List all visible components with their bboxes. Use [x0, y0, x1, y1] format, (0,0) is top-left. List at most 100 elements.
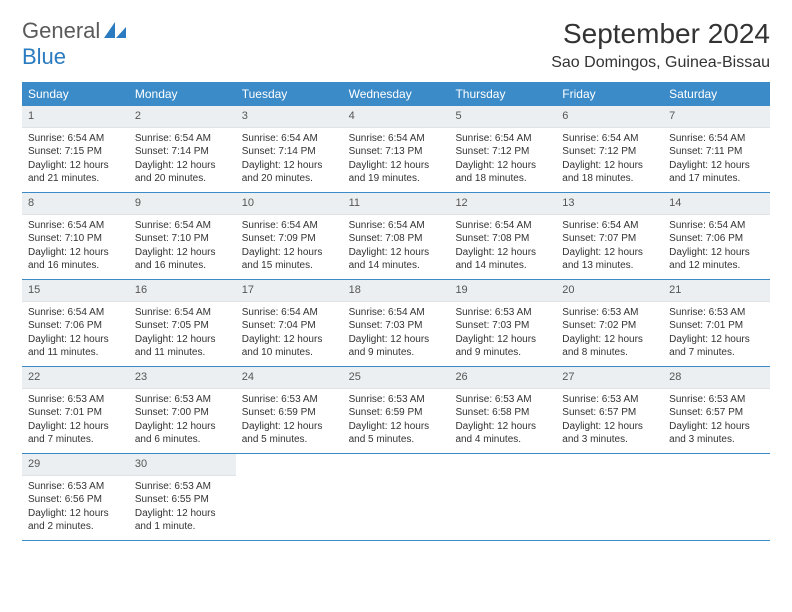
day-body: Sunrise: 6:53 AMSunset: 6:59 PMDaylight:… [236, 389, 343, 453]
sunset-line: Sunset: 7:06 PM [669, 232, 764, 246]
header: General Blue September 2024 Sao Domingos… [22, 18, 770, 72]
day-cell: 14Sunrise: 6:54 AMSunset: 7:06 PMDayligh… [663, 193, 770, 279]
dow-cell: Thursday [449, 82, 556, 106]
day-number: 5 [449, 106, 556, 128]
sunrise-line: Sunrise: 6:54 AM [669, 219, 764, 233]
daylight-line: Daylight: 12 hours and 15 minutes. [242, 246, 337, 273]
dow-row: SundayMondayTuesdayWednesdayThursdayFrid… [22, 82, 770, 106]
sunrise-line: Sunrise: 6:54 AM [242, 219, 337, 233]
day-cell [556, 454, 663, 540]
day-cell: 18Sunrise: 6:54 AMSunset: 7:03 PMDayligh… [343, 280, 450, 366]
day-body: Sunrise: 6:54 AMSunset: 7:06 PMDaylight:… [22, 302, 129, 366]
daylight-line: Daylight: 12 hours and 13 minutes. [562, 246, 657, 273]
daylight-line: Daylight: 12 hours and 14 minutes. [349, 246, 444, 273]
day-number: 30 [129, 454, 236, 476]
day-body: Sunrise: 6:53 AMSunset: 6:59 PMDaylight:… [343, 389, 450, 453]
dow-cell: Monday [129, 82, 236, 106]
day-cell: 1Sunrise: 6:54 AMSunset: 7:15 PMDaylight… [22, 106, 129, 192]
day-cell: 4Sunrise: 6:54 AMSunset: 7:13 PMDaylight… [343, 106, 450, 192]
day-cell: 6Sunrise: 6:54 AMSunset: 7:12 PMDaylight… [556, 106, 663, 192]
sunset-line: Sunset: 7:01 PM [28, 406, 123, 420]
day-number: 16 [129, 280, 236, 302]
daylight-line: Daylight: 12 hours and 9 minutes. [349, 333, 444, 360]
day-cell: 19Sunrise: 6:53 AMSunset: 7:03 PMDayligh… [449, 280, 556, 366]
sunrise-line: Sunrise: 6:54 AM [135, 219, 230, 233]
sunrise-line: Sunrise: 6:54 AM [135, 132, 230, 146]
day-number: 21 [663, 280, 770, 302]
sunrise-line: Sunrise: 6:54 AM [562, 219, 657, 233]
sunset-line: Sunset: 6:56 PM [28, 493, 123, 507]
day-body: Sunrise: 6:54 AMSunset: 7:07 PMDaylight:… [556, 215, 663, 279]
dow-cell: Friday [556, 82, 663, 106]
daylight-line: Daylight: 12 hours and 21 minutes. [28, 159, 123, 186]
day-number: 25 [343, 367, 450, 389]
day-cell [236, 454, 343, 540]
daylight-line: Daylight: 12 hours and 14 minutes. [455, 246, 550, 273]
day-cell: 20Sunrise: 6:53 AMSunset: 7:02 PMDayligh… [556, 280, 663, 366]
sunrise-line: Sunrise: 6:54 AM [28, 219, 123, 233]
day-cell: 12Sunrise: 6:54 AMSunset: 7:08 PMDayligh… [449, 193, 556, 279]
daylight-line: Daylight: 12 hours and 1 minute. [135, 507, 230, 534]
daylight-line: Daylight: 12 hours and 9 minutes. [455, 333, 550, 360]
sunrise-line: Sunrise: 6:53 AM [135, 393, 230, 407]
month-title: September 2024 [551, 18, 770, 50]
day-cell: 28Sunrise: 6:53 AMSunset: 6:57 PMDayligh… [663, 367, 770, 453]
sunrise-line: Sunrise: 6:53 AM [455, 306, 550, 320]
daylight-line: Daylight: 12 hours and 7 minutes. [28, 420, 123, 447]
daylight-line: Daylight: 12 hours and 7 minutes. [669, 333, 764, 360]
day-body: Sunrise: 6:53 AMSunset: 7:03 PMDaylight:… [449, 302, 556, 366]
day-number: 22 [22, 367, 129, 389]
daylight-line: Daylight: 12 hours and 4 minutes. [455, 420, 550, 447]
day-number: 9 [129, 193, 236, 215]
daylight-line: Daylight: 12 hours and 20 minutes. [135, 159, 230, 186]
sunset-line: Sunset: 7:04 PM [242, 319, 337, 333]
sunrise-line: Sunrise: 6:54 AM [135, 306, 230, 320]
day-cell: 23Sunrise: 6:53 AMSunset: 7:00 PMDayligh… [129, 367, 236, 453]
daylight-line: Daylight: 12 hours and 3 minutes. [669, 420, 764, 447]
sunrise-line: Sunrise: 6:53 AM [669, 306, 764, 320]
day-number: 12 [449, 193, 556, 215]
day-number: 20 [556, 280, 663, 302]
sunrise-line: Sunrise: 6:53 AM [242, 393, 337, 407]
sunset-line: Sunset: 7:00 PM [135, 406, 230, 420]
sunset-line: Sunset: 6:55 PM [135, 493, 230, 507]
dow-cell: Saturday [663, 82, 770, 106]
daylight-line: Daylight: 12 hours and 6 minutes. [135, 420, 230, 447]
sunset-line: Sunset: 7:12 PM [562, 145, 657, 159]
day-body: Sunrise: 6:54 AMSunset: 7:10 PMDaylight:… [22, 215, 129, 279]
sunset-line: Sunset: 7:03 PM [455, 319, 550, 333]
logo-word2: Blue [22, 44, 66, 69]
day-body: Sunrise: 6:53 AMSunset: 6:57 PMDaylight:… [556, 389, 663, 453]
sunrise-line: Sunrise: 6:53 AM [669, 393, 764, 407]
sunrise-line: Sunrise: 6:53 AM [28, 393, 123, 407]
sunset-line: Sunset: 7:05 PM [135, 319, 230, 333]
location: Sao Domingos, Guinea-Bissau [551, 54, 770, 72]
day-number: 17 [236, 280, 343, 302]
logo-sail-icon [104, 18, 126, 43]
weeks-container: 1Sunrise: 6:54 AMSunset: 7:15 PMDaylight… [22, 106, 770, 541]
dow-cell: Tuesday [236, 82, 343, 106]
day-cell: 15Sunrise: 6:54 AMSunset: 7:06 PMDayligh… [22, 280, 129, 366]
daylight-line: Daylight: 12 hours and 11 minutes. [135, 333, 230, 360]
day-number: 8 [22, 193, 129, 215]
day-cell: 9Sunrise: 6:54 AMSunset: 7:10 PMDaylight… [129, 193, 236, 279]
day-body: Sunrise: 6:54 AMSunset: 7:10 PMDaylight:… [129, 215, 236, 279]
sunrise-line: Sunrise: 6:54 AM [242, 132, 337, 146]
day-cell [343, 454, 450, 540]
logo-text: General Blue [22, 18, 126, 70]
day-body: Sunrise: 6:54 AMSunset: 7:12 PMDaylight:… [449, 128, 556, 192]
sunrise-line: Sunrise: 6:54 AM [349, 306, 444, 320]
sunset-line: Sunset: 6:57 PM [669, 406, 764, 420]
day-cell: 11Sunrise: 6:54 AMSunset: 7:08 PMDayligh… [343, 193, 450, 279]
day-cell: 8Sunrise: 6:54 AMSunset: 7:10 PMDaylight… [22, 193, 129, 279]
day-number: 29 [22, 454, 129, 476]
sunset-line: Sunset: 7:14 PM [242, 145, 337, 159]
day-cell: 5Sunrise: 6:54 AMSunset: 7:12 PMDaylight… [449, 106, 556, 192]
day-cell: 30Sunrise: 6:53 AMSunset: 6:55 PMDayligh… [129, 454, 236, 540]
sunset-line: Sunset: 7:10 PM [135, 232, 230, 246]
sunset-line: Sunset: 7:13 PM [349, 145, 444, 159]
day-body: Sunrise: 6:54 AMSunset: 7:15 PMDaylight:… [22, 128, 129, 192]
sunset-line: Sunset: 7:15 PM [28, 145, 123, 159]
day-number: 18 [343, 280, 450, 302]
day-cell: 21Sunrise: 6:53 AMSunset: 7:01 PMDayligh… [663, 280, 770, 366]
